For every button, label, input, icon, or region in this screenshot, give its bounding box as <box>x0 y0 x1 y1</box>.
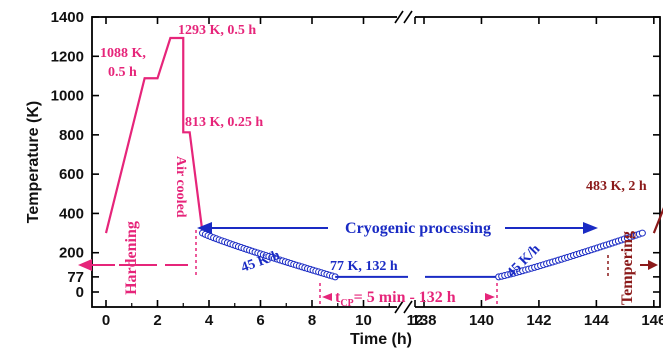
cryo-arrow-head-right <box>583 222 598 234</box>
x-tick-label: 144 <box>584 312 610 329</box>
hardening-line <box>104 36 204 234</box>
x-tick-label: 10 <box>355 312 372 329</box>
x-tick-label: 2 <box>153 312 161 329</box>
label-air-cooled: Air cooled <box>173 156 188 218</box>
x-tick-label: 6 <box>256 312 264 329</box>
label-hardening: Hardening <box>123 221 140 295</box>
hardening-arrow-head <box>78 259 92 271</box>
label-tempering-hold: 483 K, 2 h <box>586 179 647 194</box>
chart-series <box>104 36 663 281</box>
y-tick-label: 1400 <box>51 9 84 26</box>
plot-frame <box>91 16 661 308</box>
axis-break-mark <box>403 10 413 24</box>
x-tick-label: 138 <box>411 312 436 329</box>
axis-break-mark <box>394 300 404 314</box>
x-tick-label: 142 <box>526 312 551 329</box>
y-tick-label: 800 <box>59 127 84 144</box>
y-tick-label: 0 <box>76 284 84 301</box>
y-tick-label: 400 <box>59 205 84 222</box>
y-tick-label: 200 <box>59 245 84 262</box>
y-tick-label: 600 <box>59 166 84 183</box>
tempering-arrow-head <box>648 260 658 270</box>
label-warm-rate: 45 K/h <box>504 242 543 281</box>
x-tick-label: 0 <box>102 312 110 329</box>
tcp-arrow-left <box>322 293 332 301</box>
cryo-arrow-head-left <box>197 222 212 234</box>
x-tick-label: 4 <box>205 312 214 329</box>
x-tick-label: 12 <box>407 312 424 329</box>
x-tick-label: 140 <box>469 312 494 329</box>
label-1088k: 1088 K, <box>100 46 146 61</box>
label-cryogenic-processing: Cryogenic processing <box>345 220 491 237</box>
chart-axes <box>91 10 661 314</box>
x-tick-label: 8 <box>308 312 316 329</box>
annotations: 1088 K, 0.5 h 1293 K, 0.5 h 813 K, 0.25 h Ai… <box>78 23 658 309</box>
y-ticks: 077 200 400 600 800 1000 1200 1400 <box>51 9 660 301</box>
label-tcp: tCP= 5 min - 132 h <box>335 289 456 309</box>
label-1293k: 1293 K, 0.5 h <box>178 23 256 38</box>
axis-break-mark <box>403 300 413 314</box>
label-813k: 813 K, 0.25 h <box>185 115 263 130</box>
tcp-arrow-right <box>485 293 495 301</box>
y-tick-label: 1000 <box>51 88 84 105</box>
x-tick-label: 146 <box>641 312 663 329</box>
axis-break-mark <box>394 10 404 24</box>
marker-point <box>638 229 646 237</box>
label-1088k-time: 0.5 h <box>108 65 137 80</box>
label-tempering: Tempering <box>619 231 636 305</box>
y-tick-label: 1200 <box>51 48 84 65</box>
y-tick-label: 77 <box>67 269 84 286</box>
label-soak: 77 K, 132 h <box>330 259 398 274</box>
x-axis-title: Time (h) <box>350 331 412 348</box>
x-ticks: 024681012138140142144146148 <box>102 17 663 329</box>
y-axis-title: Temperature (K) <box>25 101 42 223</box>
tempering-line <box>652 207 663 234</box>
